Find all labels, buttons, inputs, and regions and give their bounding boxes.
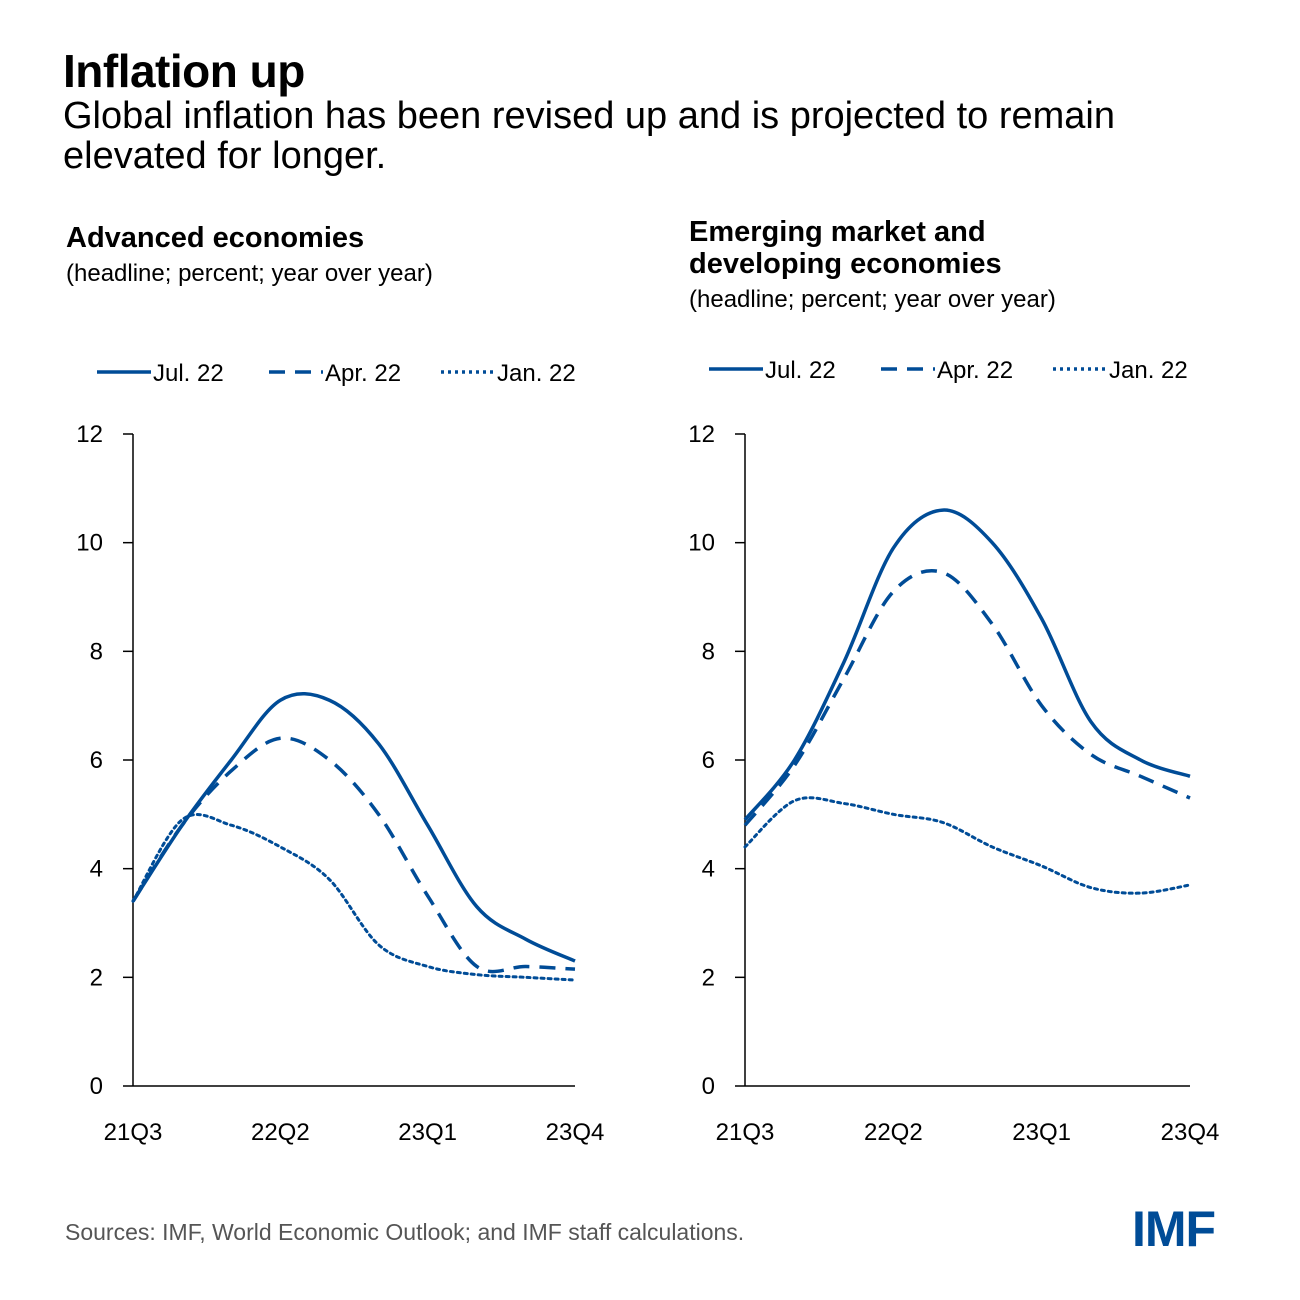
x-tick-label: 21Q3 <box>716 1119 775 1146</box>
series-line-jul-22 <box>131 692 576 963</box>
series-line-jan-22 <box>131 813 577 982</box>
y-tick-label: 4 <box>702 856 715 883</box>
y-tick-label: 6 <box>702 747 715 774</box>
y-tick-label: 2 <box>90 964 103 991</box>
series-line-jul-22 <box>743 508 1191 821</box>
series-line-apr-22 <box>131 736 576 974</box>
y-tick-label: 0 <box>702 1073 715 1100</box>
y-tick-label: 10 <box>688 530 715 557</box>
x-tick-label: 21Q3 <box>104 1119 163 1146</box>
x-tick-label: 22Q2 <box>251 1119 310 1146</box>
legend-label: Jan. 22 <box>497 360 576 387</box>
y-tick-label: 4 <box>90 856 103 883</box>
y-tick-label: 8 <box>702 638 715 665</box>
x-tick-label: 23Q4 <box>546 1119 605 1146</box>
panel-title-emerging: Emerging market and developing economies <box>689 216 1002 280</box>
y-tick-label: 12 <box>688 421 715 448</box>
y-tick-label: 2 <box>702 964 715 991</box>
series-line-apr-22 <box>743 568 1191 827</box>
imf-logo: IMF <box>1132 1201 1216 1257</box>
legend-label: Jan. 22 <box>1109 357 1188 384</box>
panel-title-advanced: Advanced economies <box>66 222 365 254</box>
x-tick-label: 22Q2 <box>864 1119 923 1146</box>
legend-label: Jul. 22 <box>765 357 836 384</box>
y-tick-label: 10 <box>76 530 103 557</box>
y-tick-label: 6 <box>90 747 103 774</box>
source-note: Sources: IMF, World Economic Outlook; an… <box>65 1219 745 1245</box>
x-tick-label: 23Q1 <box>1012 1119 1071 1146</box>
y-tick-label: 0 <box>90 1073 103 1100</box>
y-tick-label: 12 <box>76 421 103 448</box>
legend-label: Jul. 22 <box>153 360 224 387</box>
x-tick-label: 23Q4 <box>1161 1119 1220 1146</box>
legend-label: Apr. 22 <box>937 357 1013 384</box>
panel-unit-advanced: (headline; percent; year over year) <box>66 260 433 287</box>
y-tick-label: 8 <box>90 638 103 665</box>
page-subtitle: Global inflation has been revised up and… <box>63 95 1115 177</box>
series-line-jan-22 <box>743 796 1192 895</box>
panel-unit-emerging: (headline; percent; year over year) <box>689 286 1056 313</box>
x-tick-label: 23Q1 <box>398 1119 457 1146</box>
page-title: Inflation up <box>63 45 305 97</box>
legend-label: Apr. 22 <box>325 360 401 387</box>
